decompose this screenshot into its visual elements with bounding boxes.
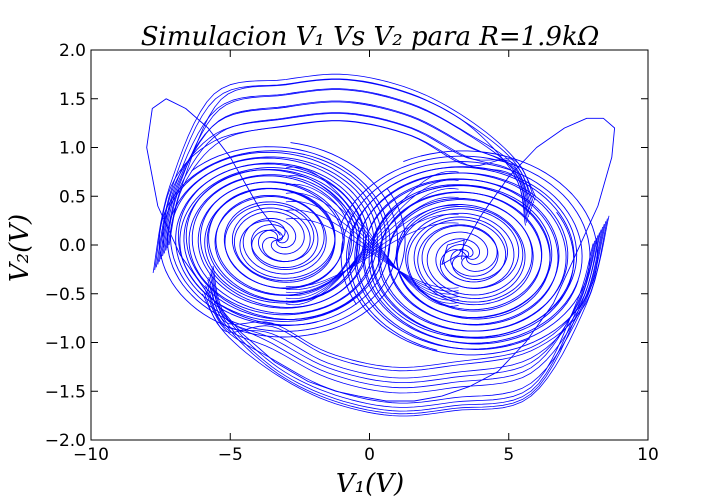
y-tick-label: −1.0 <box>45 334 86 354</box>
left-lobe-trajectory <box>162 151 383 321</box>
crossing-trajectory <box>168 120 526 246</box>
x-tick-label: 10 <box>637 445 659 465</box>
y-tick-label: −2.0 <box>45 431 86 451</box>
right-lobe-trajectory <box>340 161 583 344</box>
crossing-trajectory <box>211 240 596 389</box>
crossing-trajectory <box>167 79 527 248</box>
crossing-trajectory <box>165 112 528 251</box>
crossing-trajectory <box>212 243 594 408</box>
y-tick-label: −1.5 <box>45 382 86 402</box>
crossing-trajectory <box>208 232 600 368</box>
crossing-trajectory <box>155 78 535 268</box>
crossing-trajectory <box>202 215 610 417</box>
crossing-trajectory <box>160 101 532 259</box>
right-lobe-trajectory <box>363 178 579 345</box>
left-lobe-trajectory <box>177 163 367 326</box>
central-trajectory <box>285 179 459 303</box>
central-trajectory <box>285 205 459 294</box>
central-trajectory <box>285 183 459 301</box>
right-lobe-trajectory <box>348 166 575 351</box>
data-series-path <box>146 98 616 402</box>
central-trajectory <box>285 188 459 300</box>
central-trajectory <box>285 213 459 291</box>
y-tick-label: 1.5 <box>59 90 86 110</box>
x-tick-label: −5 <box>218 445 243 465</box>
y-axis-label: V₂(V) <box>5 214 35 282</box>
central-trajectory <box>285 192 459 298</box>
crossing-trajectory <box>159 88 533 262</box>
central-trajectory <box>285 218 459 289</box>
crossing-trajectory <box>205 224 605 394</box>
y-tick-label: 2.0 <box>59 41 86 61</box>
central-trajectory <box>285 166 459 307</box>
x-axis-label: V₁(V) <box>336 469 404 499</box>
central-trajectory <box>285 201 459 295</box>
left-lobe-trajectory <box>166 142 399 332</box>
crossing-trajectory <box>207 229 602 415</box>
x-tick-label: 0 <box>364 445 375 465</box>
crossing-trajectory <box>152 73 537 273</box>
central-trajectory <box>285 170 459 306</box>
crossing-trajectory <box>209 235 599 412</box>
ticks-layer: −10 −5 0 5 10 −2.0 −1.5 −1.0 −0.5 0.0 0.5 1.0 1.5 2.0 <box>45 41 659 465</box>
crossing-trajectory <box>206 226 603 379</box>
right-lobe-trajectory <box>371 184 575 339</box>
series-layer <box>146 73 616 417</box>
x-tick-label: −10 <box>73 445 109 465</box>
y-tick-label: 1.0 <box>59 139 86 159</box>
x-tick-label: 5 <box>503 445 514 465</box>
left-lobe-trajectory <box>170 157 375 315</box>
y-tick-label: 0.0 <box>59 236 86 256</box>
central-trajectory <box>285 196 459 297</box>
y-tick-label: −0.5 <box>45 285 86 305</box>
central-trajectory <box>285 175 459 304</box>
right-lobe-trajectory <box>355 172 567 350</box>
y-tick-label: 0.5 <box>59 187 86 207</box>
left-lobe-trajectory <box>185 169 376 320</box>
central-trajectory <box>285 209 459 292</box>
crossing-trajectory <box>163 89 529 254</box>
plot-area: −10 −5 0 5 10 −2.0 −1.5 −1.0 −0.5 0.0 0.5 1.0 1.5 2.0 <box>45 41 659 465</box>
central-trajectory <box>285 222 459 288</box>
chart-title: Simulacion V₁ Vs V₂ para R=1.9kΩ <box>141 22 600 52</box>
